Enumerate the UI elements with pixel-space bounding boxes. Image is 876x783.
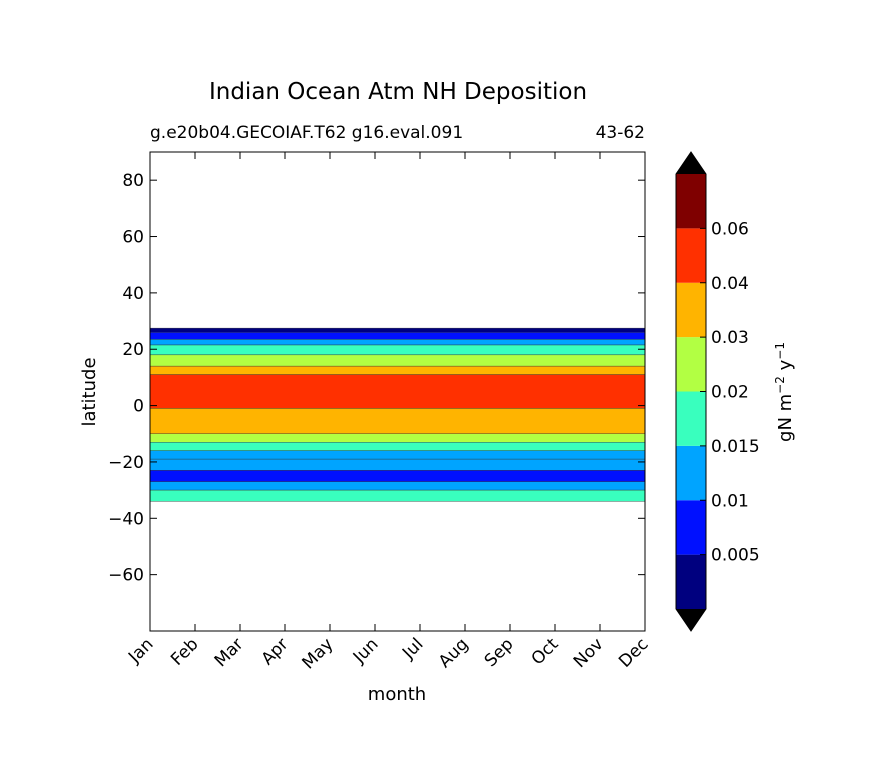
x-axis-label: month <box>368 684 426 705</box>
lat-band-13 <box>150 481 645 491</box>
x-tick-label: Jul <box>398 634 427 663</box>
lat-band-5 <box>150 365 645 375</box>
y-tick-label: −20 <box>108 453 144 473</box>
chart-subtitle-right: 43-62 <box>596 123 645 143</box>
colorbar-tick-label: 0.04 <box>711 274 749 294</box>
lat-band-7 <box>150 408 645 434</box>
colorbar-outline <box>675 151 707 632</box>
y-tick-label: 60 <box>122 228 144 248</box>
y-axis: 80 60 40 20 0 −20 −40 −60 <box>108 171 645 586</box>
colorbar-tick-label: 0.015 <box>711 437 760 457</box>
y-tick-label: 40 <box>122 284 144 304</box>
x-tick-label: Feb <box>167 634 202 669</box>
x-tick-label: Dec <box>615 634 652 671</box>
x-tick-label: Mar <box>211 634 248 671</box>
y-tick-label: −60 <box>108 566 144 586</box>
colorbar-extend-top <box>676 152 706 174</box>
colorbar-label: gN m−2 y−1 <box>773 342 796 442</box>
y-tick-label: 80 <box>122 171 144 191</box>
colorbar-segment-4 <box>676 337 706 392</box>
colorbar-segment-1 <box>676 500 706 555</box>
x-tick-label: Sep <box>481 634 518 671</box>
lat-band-11 <box>150 458 645 471</box>
y-tick-label: 20 <box>122 340 144 360</box>
colorbar-segment-5 <box>676 282 706 338</box>
lat-band-3 <box>150 344 645 356</box>
colorbar-tick-label: 0.03 <box>711 328 749 348</box>
lat-band-8 <box>150 433 645 443</box>
colorbar-tick-label: 0.02 <box>711 383 749 403</box>
lat-band-14 <box>150 489 645 502</box>
x-tick-label: Apr <box>258 634 293 669</box>
x-tick-label: Nov <box>570 634 608 672</box>
x-tick-label: May <box>299 634 338 673</box>
chart-subtitle-left: g.e20b04.GECOIAF.T62 g16.eval.091 <box>150 123 463 143</box>
plot-frame <box>149 151 646 632</box>
lat-band-10 <box>150 450 645 460</box>
colorbar-tick-label: 0.01 <box>711 491 749 511</box>
y-tick-label: 0 <box>133 397 144 417</box>
x-tick-label: Aug <box>435 634 473 672</box>
y-axis-label: latitude <box>79 357 100 426</box>
y-tick-label: −40 <box>108 509 144 529</box>
colorbar-segment-0 <box>676 554 706 609</box>
x-tick-label: Jun <box>349 634 383 668</box>
lat-band-1 <box>150 332 645 340</box>
colorbar-segment-6 <box>676 228 706 283</box>
colorbar-segment-7 <box>676 174 706 229</box>
plot-area <box>150 327 645 502</box>
lat-band-9 <box>150 442 645 451</box>
lat-band-6 <box>150 374 645 409</box>
colorbar-tick-label: 0.005 <box>711 546 760 566</box>
chart-title: Indian Ocean Atm NH Deposition <box>209 79 587 105</box>
colorbar-extend-bottom <box>676 609 706 631</box>
colorbar-tick-label: 0.06 <box>711 219 749 239</box>
lat-band-0 <box>150 327 645 333</box>
colorbar: 0.005 0.01 0.015 0.02 0.03 0.04 0.06 <box>675 151 760 632</box>
lat-band-2 <box>150 339 645 346</box>
colorbar-segment-2 <box>676 445 706 501</box>
colorbar-segment-3 <box>676 391 706 446</box>
lat-band-12 <box>150 470 645 482</box>
lat-band-4 <box>150 354 645 367</box>
x-tick-label: Jan <box>124 634 157 667</box>
x-tick-label: Oct <box>528 634 563 669</box>
